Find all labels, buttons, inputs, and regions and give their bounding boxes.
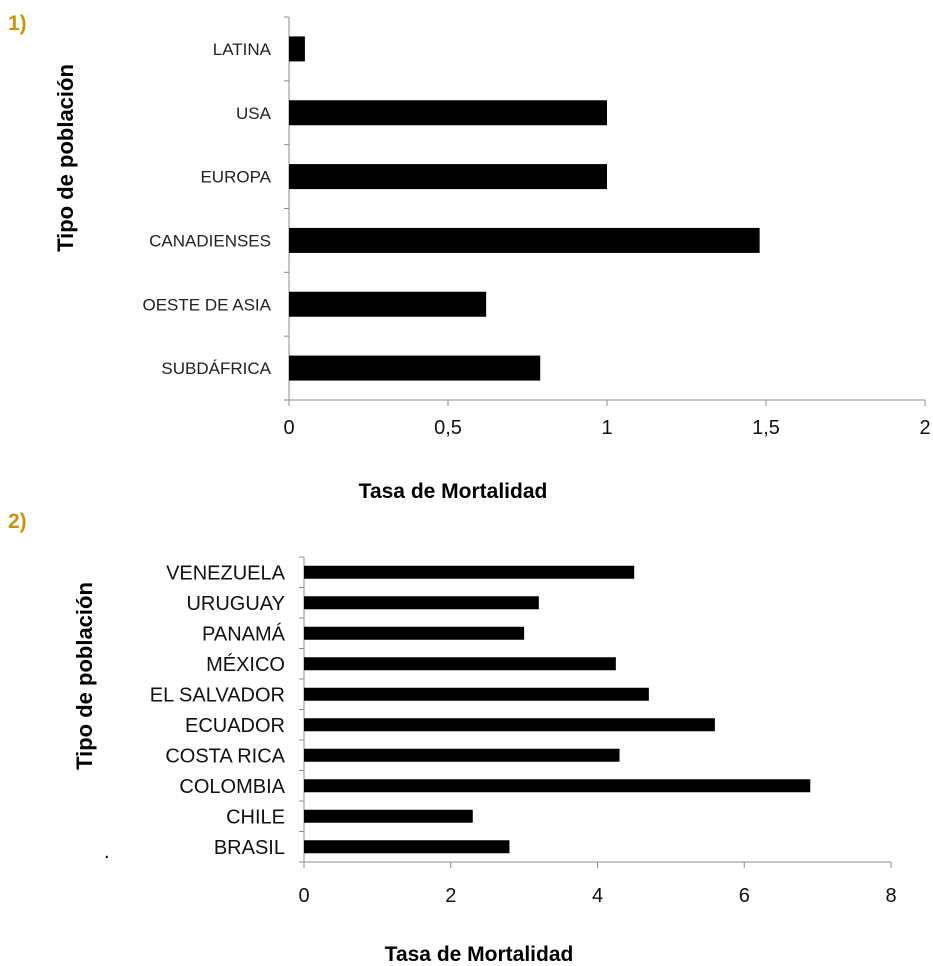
- x-tick-label: 6: [739, 885, 750, 907]
- category-label: VENEZUELA: [166, 562, 286, 584]
- x-tick-label: 8: [885, 885, 896, 907]
- category-label: COSTA RICA: [165, 745, 285, 767]
- x-tick-label: 1: [601, 417, 612, 439]
- x-tick-label: 1,5: [752, 417, 780, 439]
- bar-canadienses: [289, 227, 760, 253]
- y-axis-title: Tipo de población: [72, 582, 97, 770]
- bar-usa: [289, 100, 607, 126]
- category-label: ECUADOR: [185, 715, 285, 737]
- x-axis-title: Tasa de Mortalidad: [359, 480, 548, 503]
- category-label: SUBDÁFRICA: [161, 359, 271, 378]
- bar-subd-frica: [289, 355, 541, 381]
- bar-uruguay: [304, 596, 539, 610]
- x-tick-label: 2: [445, 885, 456, 907]
- category-label: LATINA: [213, 40, 272, 59]
- bar-costa-rica: [304, 748, 620, 762]
- bar-panam-: [304, 626, 525, 640]
- x-tick-label: 2: [919, 417, 930, 439]
- stray-mark: .: [104, 841, 110, 863]
- x-tick-label: 0: [283, 417, 294, 439]
- y-axis-title: Tipo de población: [53, 64, 78, 252]
- bar-oeste-de-asia: [289, 291, 487, 317]
- category-label: CANADIENSES: [149, 231, 271, 250]
- x-tick-label: 4: [592, 885, 603, 907]
- category-label: CHILE: [226, 806, 285, 828]
- category-label: COLOMBIA: [179, 776, 285, 798]
- category-label: EUROPA: [200, 168, 271, 187]
- bar-colombia: [304, 779, 811, 793]
- panel-label-2: 2): [8, 510, 27, 533]
- category-label: MÉXICO: [206, 653, 285, 676]
- bar-m-xico: [304, 657, 616, 671]
- panel-label-1: 1): [8, 12, 27, 35]
- chart-1: SUBDÁFRICA OESTE DE ASIA CANADIENSES EUROPA…: [53, 16, 931, 503]
- bar-el-salvador: [304, 687, 649, 701]
- bar-chile: [304, 809, 473, 823]
- chart-2: BRASIL CHILE COLOMBIA COSTA RICA ECUADOR EL S…: [72, 556, 897, 966]
- bar-europa: [289, 164, 607, 190]
- category-label: USA: [236, 104, 272, 123]
- category-label: OESTE DE ASIA: [143, 295, 272, 314]
- x-tick-label: 0: [298, 885, 309, 907]
- bar-latina: [289, 36, 305, 62]
- category-label: BRASIL: [214, 837, 285, 859]
- x-axis-title: Tasa de Mortalidad: [385, 943, 574, 966]
- category-label: URUGUAY: [186, 593, 285, 615]
- category-label: EL SALVADOR: [150, 684, 285, 706]
- bar-venezuela: [304, 565, 635, 579]
- category-label: PANAMÁ: [202, 622, 286, 645]
- bar-brasil: [304, 840, 510, 854]
- bar-ecuador: [304, 718, 715, 732]
- x-tick-label: 0,5: [434, 417, 462, 439]
